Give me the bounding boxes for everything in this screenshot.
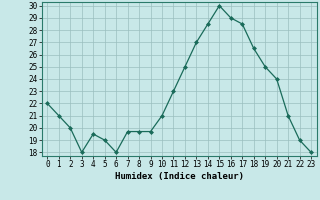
X-axis label: Humidex (Indice chaleur): Humidex (Indice chaleur) [115, 172, 244, 181]
